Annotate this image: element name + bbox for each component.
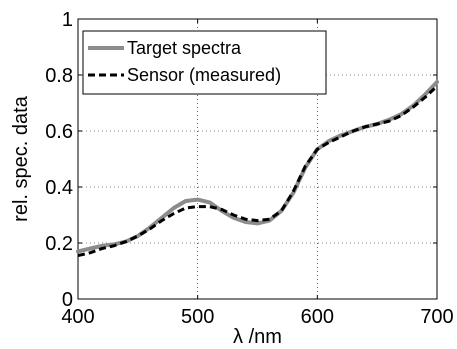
legend: Target spectra Sensor (measured) [82,30,327,95]
x-tick-label: 600 [301,306,334,328]
legend-box [82,30,327,95]
y-tick-label: 0.8 [45,65,73,87]
series-layer [76,80,439,258]
y-axis-label: rel. spec. data [10,95,32,222]
y-tick-label: 1 [62,9,73,31]
legend-label-sensor: Sensor (measured) [127,65,281,85]
y-tick-label: 0.2 [45,233,73,255]
y-tick-label: 0 [62,289,73,311]
x-tick-label: 500 [181,306,214,328]
axis-ticks: 400 500 600 700 0 0.2 0.4 0.6 0.8 1 [45,9,454,328]
y-tick-label: 0.6 [45,121,73,143]
x-axis-label: λ /nm [233,326,282,348]
plot-frame [77,18,438,300]
series-line-sensor [77,85,439,258]
x-tick-label: 400 [61,306,94,328]
x-tick-label: 700 [420,306,453,328]
legend-label-target: Target spectra [127,38,242,58]
y-tick-label: 0.4 [45,177,73,199]
series-line-target [76,80,439,254]
